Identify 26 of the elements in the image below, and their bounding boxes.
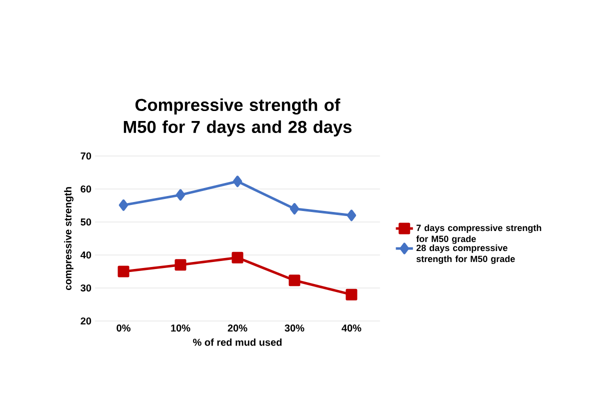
point <box>232 252 244 264</box>
y-tick-label: 20 <box>80 317 92 325</box>
point <box>288 274 300 286</box>
legend-label: 28 days compressive strength for M50 grade <box>416 244 515 264</box>
point <box>176 189 186 201</box>
legend-label: 7 days compressive strength for M50 grade <box>416 224 542 244</box>
y-axis-title: compressive strength <box>64 187 74 290</box>
point <box>118 199 128 211</box>
x-tick-label: 0% <box>116 324 130 332</box>
x-tick-label: 10% <box>171 324 190 332</box>
point <box>232 176 242 188</box>
point <box>174 259 186 271</box>
y-tick-label: 60 <box>80 185 92 193</box>
point <box>290 203 300 215</box>
point <box>346 288 358 300</box>
x-tick-label: 30% <box>284 324 304 332</box>
x-axis-title: % of red mud used <box>193 338 282 346</box>
y-tick-label: 40 <box>80 251 92 259</box>
y-tick-label: 30 <box>80 284 92 292</box>
x-tick-label: 20% <box>228 324 248 332</box>
point <box>118 266 130 278</box>
y-tick-label: 50 <box>80 218 92 226</box>
chart-title: Compressive strength of M50 for 7 days and 28 days <box>124 98 352 136</box>
x-tick-label: 40% <box>342 324 362 332</box>
point <box>346 210 356 222</box>
y-tick-label: 70 <box>80 152 92 160</box>
